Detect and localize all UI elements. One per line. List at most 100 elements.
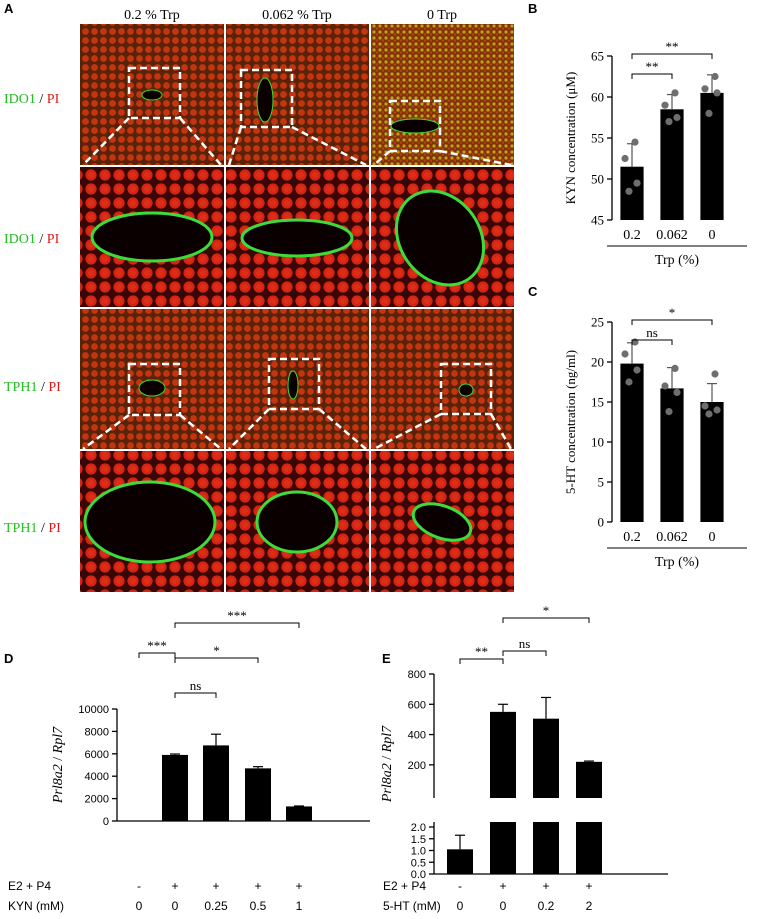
micrograph-r3-c3: [371, 309, 514, 451]
condition-value: +: [585, 879, 592, 893]
y-tick-label: 60: [591, 90, 604, 105]
data-point: [711, 370, 719, 378]
data-point: [671, 364, 679, 372]
condition-value: -: [458, 879, 462, 893]
bar-2: [203, 745, 229, 821]
data-point: [705, 410, 713, 418]
bar-1: [490, 703, 516, 874]
y-tick-label: 20: [591, 355, 604, 370]
condition-value: 0: [500, 899, 507, 913]
y-axis-title: Prl8a2 / Rpl7: [51, 726, 66, 804]
row-label-2: IDO1 / PI: [4, 232, 60, 247]
lumen: [394, 189, 486, 287]
data-point: [625, 378, 633, 386]
data-point: [701, 85, 709, 93]
svg-text:TPH1 / PI: TPH1 / PI: [4, 521, 61, 536]
row-label-1: IDO1 / PI: [4, 92, 60, 107]
data-point: [633, 366, 641, 374]
bar-0: [447, 834, 473, 874]
zoom-line-left: [82, 413, 130, 451]
significance-label: ***: [227, 608, 247, 623]
y-tick-label: 10000: [78, 704, 109, 716]
x-tick-label: 0.062: [656, 530, 688, 545]
tissue-image: [371, 24, 514, 165]
tissue-image: [80, 309, 224, 449]
bar-4: [286, 806, 312, 821]
data-point: [711, 72, 719, 81]
y-tick-label: 50: [591, 172, 604, 187]
data-point: [665, 408, 673, 416]
data-point: [625, 187, 633, 195]
lumen: [138, 379, 166, 397]
micrograph-r3-c1: [80, 309, 224, 451]
micrograph-r4-c1: [80, 451, 224, 592]
y-tick-label: 4000: [85, 771, 109, 783]
row-label-3: TPH1 / PI: [4, 380, 61, 395]
data-point: [621, 350, 629, 358]
significance-bracket: ***: [138, 638, 176, 658]
zoom-box: [439, 362, 493, 416]
micrograph-r1-c2: [226, 24, 369, 167]
bar-0.062: [660, 109, 684, 220]
lumen: [255, 490, 339, 554]
y-tick-label: 5: [598, 475, 605, 490]
significance-label: ns: [519, 636, 531, 651]
condition-value: +: [295, 879, 302, 893]
significance-bracket: **: [631, 59, 673, 79]
data-point: [621, 154, 629, 163]
y-tick-label: 45: [591, 213, 604, 228]
condition-value: 0: [457, 899, 464, 913]
condition-value: -: [137, 879, 141, 893]
data-point: [671, 89, 679, 97]
micrograph-r4-c3: [371, 451, 514, 592]
row-label: KYN (mM): [8, 899, 64, 913]
data-point: [701, 402, 709, 410]
significance-label: ns: [190, 678, 202, 693]
significance-bracket: ns: [631, 325, 673, 345]
y-tick-label: 15: [591, 395, 604, 410]
data-point: [661, 101, 669, 109]
row-label: 5-HT (mM): [383, 899, 441, 913]
y-tick-label: 2000: [85, 794, 109, 806]
zoom-line-right: [439, 149, 512, 167]
lumen: [390, 118, 440, 134]
zoom-line-left: [373, 412, 442, 451]
column-heading-2: 0.062 % Trp: [262, 8, 332, 23]
lumen: [458, 383, 474, 397]
significance-bracket: ns: [174, 678, 217, 698]
panel-label-e: E: [382, 651, 391, 666]
lumen: [90, 211, 214, 263]
significance-label: *: [669, 305, 676, 320]
zoom-box: [239, 68, 294, 129]
data-point: [705, 109, 713, 117]
y-tick-label: 10: [591, 435, 604, 450]
micrograph-grid: [80, 24, 514, 592]
significance-label: *: [213, 643, 220, 658]
zoom-line-left: [227, 126, 243, 166]
condition-value: +: [171, 879, 178, 893]
row-label: E2 + P4: [383, 879, 426, 893]
micrograph-r3-c2: [226, 309, 369, 450]
zoom-box: [388, 99, 442, 153]
significance-label: *: [543, 603, 550, 618]
svg-text:IDO1 / PI: IDO1 / PI: [4, 232, 60, 247]
panel-label-b: B: [528, 1, 537, 16]
y-axis-title: 5-HT concentration (ng/ml): [563, 350, 578, 494]
y-axis-title: Prl8a2 / Rpl7: [380, 725, 395, 803]
y-tick-label: 55: [591, 131, 604, 146]
y-tick-label: 200: [408, 760, 426, 772]
significance-label: ***: [147, 638, 167, 653]
bar-0: [700, 402, 724, 522]
panel-label-a: A: [4, 1, 14, 16]
lumen: [141, 89, 163, 101]
micrograph-r4-c2: [226, 451, 369, 592]
y-tick-label: 0.5: [411, 857, 426, 869]
condition-value: 1: [296, 899, 303, 913]
row-label-4: TPH1 / PI: [4, 521, 61, 536]
chart-b: 45 50 55 60 65 KYN concentration (μM) 0.2 0.062…: [563, 39, 747, 268]
significance-label: **: [666, 39, 679, 54]
data-point: [673, 388, 681, 396]
lumen: [256, 77, 274, 123]
micrograph-r2-c3: [371, 167, 514, 307]
micrograph-r2-c1: [80, 167, 224, 307]
